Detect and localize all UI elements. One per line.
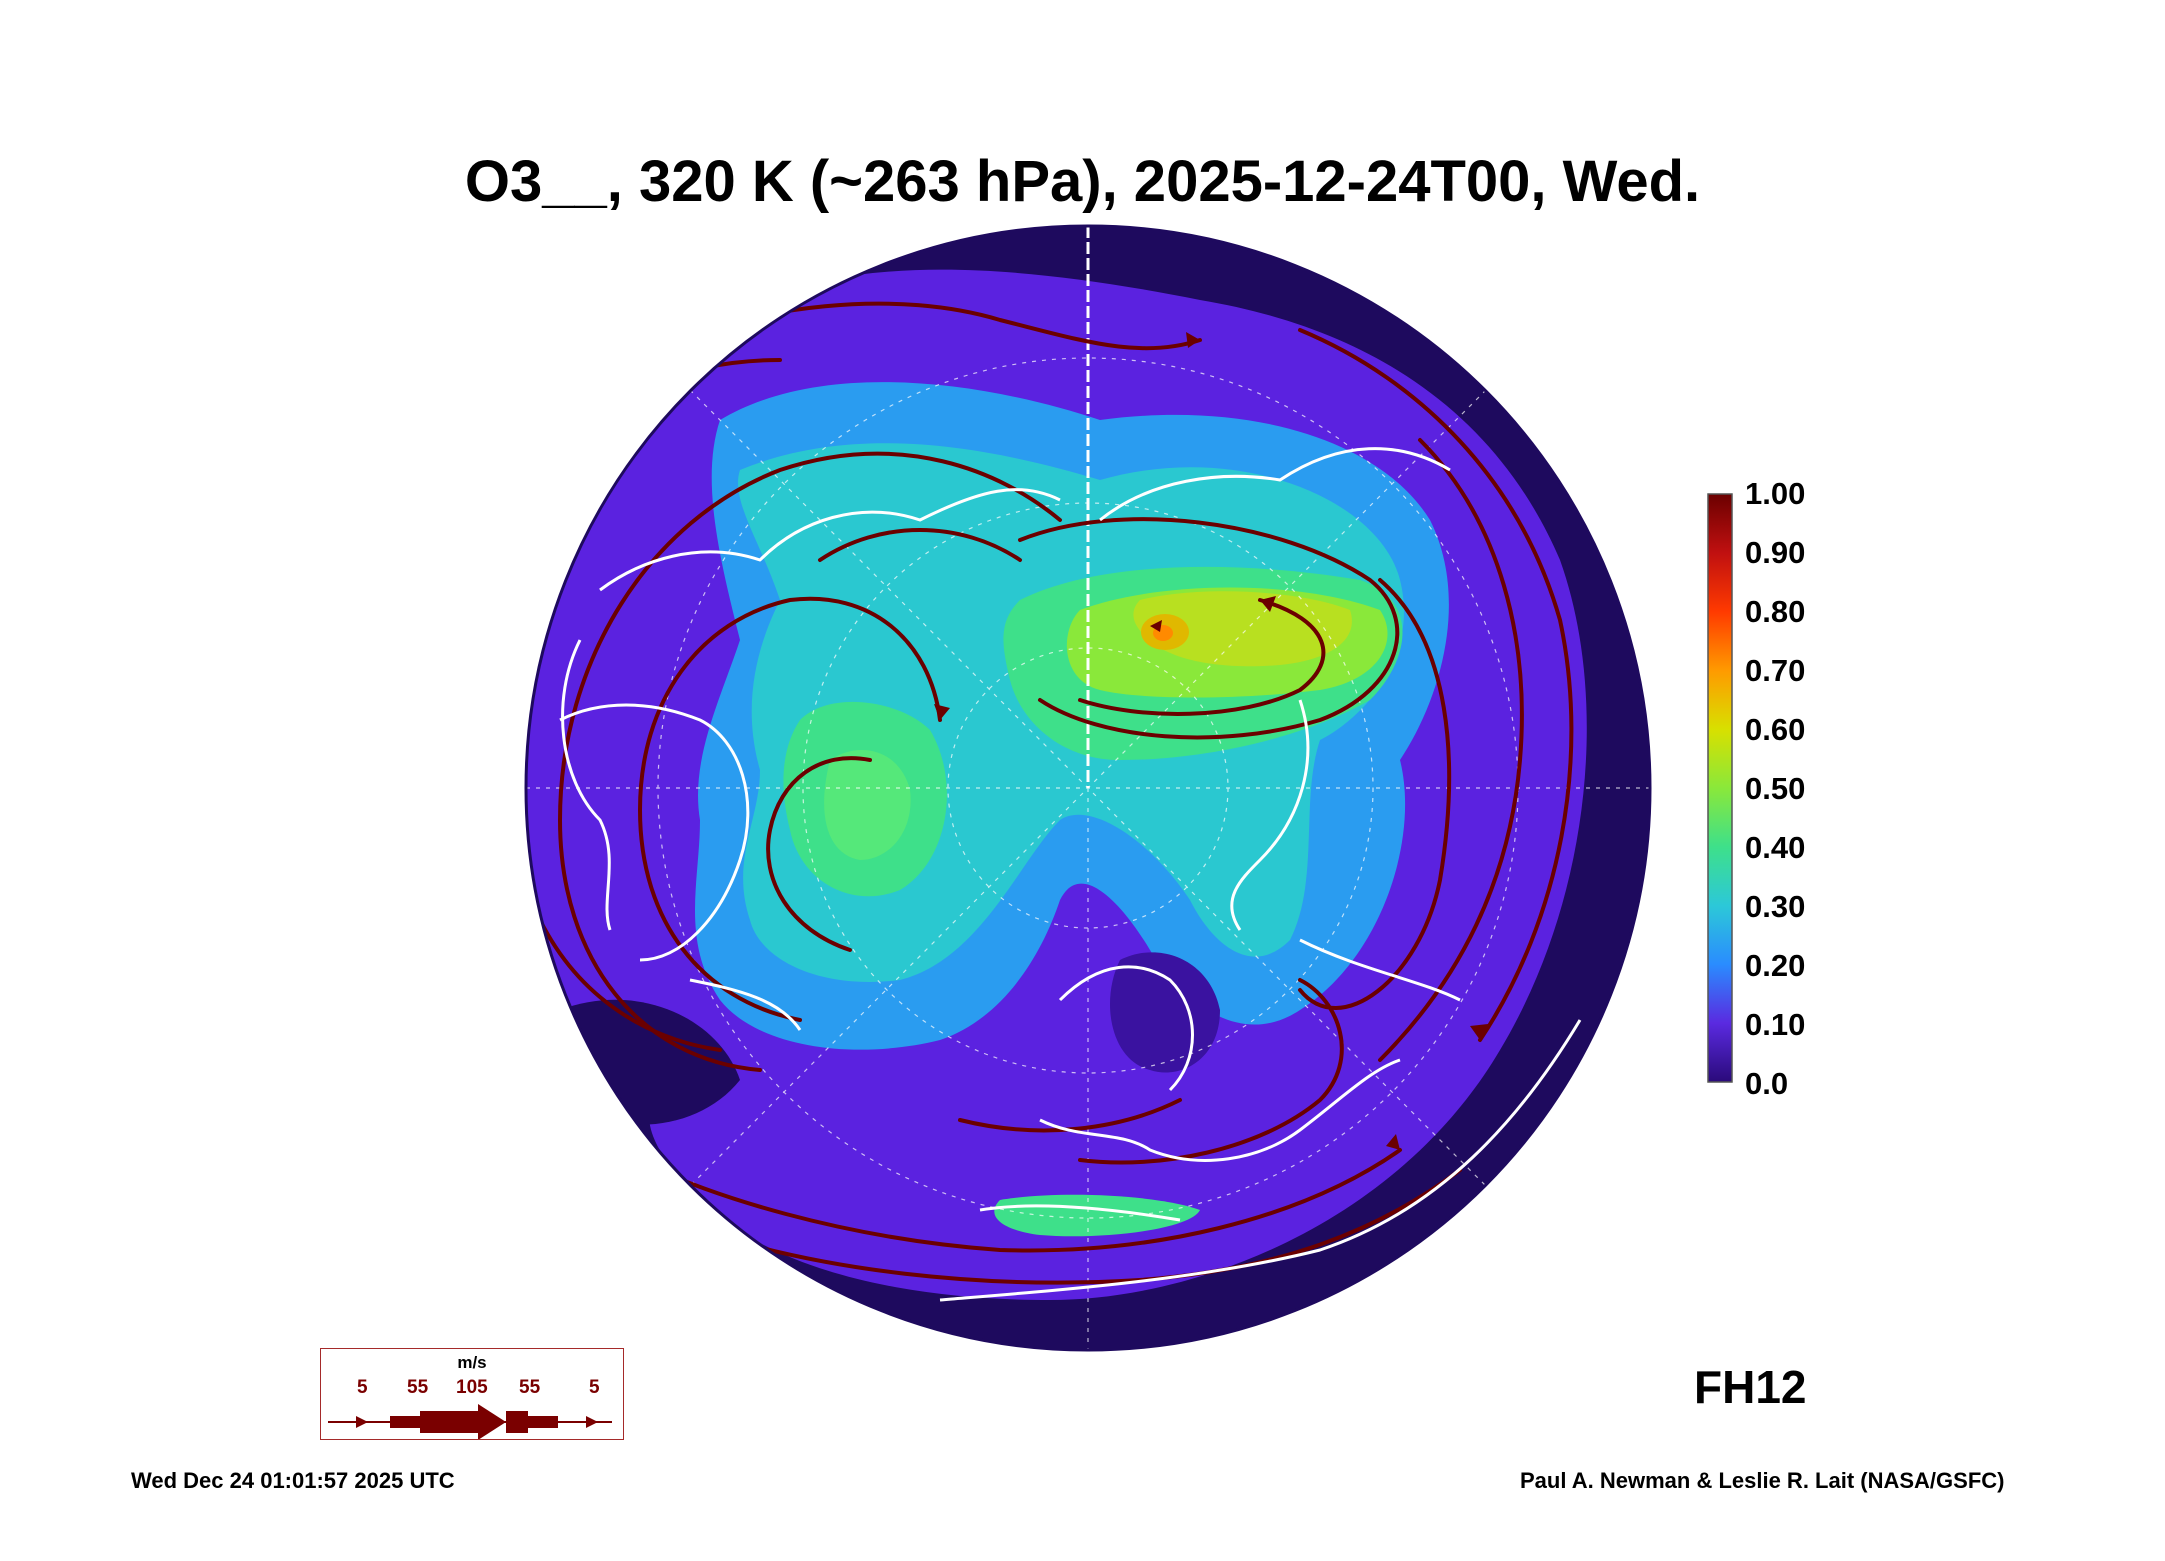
colorbar-label: 0.40 bbox=[1745, 830, 1806, 865]
streamline-arrows bbox=[934, 332, 1488, 1150]
map-border bbox=[524, 224, 1652, 1352]
colorbar-label: 0.0 bbox=[1745, 1066, 1789, 1101]
colorbar-label: 0.90 bbox=[1745, 535, 1806, 570]
colorbar-label: 0.60 bbox=[1745, 712, 1806, 747]
colorbar-label: 0.70 bbox=[1745, 653, 1806, 688]
colorbar-label: 1.00 bbox=[1745, 476, 1806, 511]
footer-credit: Paul A. Newman & Leslie R. Lait (NASA/GS… bbox=[1520, 1468, 2005, 1493]
forecast-hour-label: FH12 bbox=[1694, 1361, 1807, 1413]
map-title: O3__, 320 K (~263 hPa), 2025-12-24T00, W… bbox=[464, 149, 1701, 214]
coastlines bbox=[559, 447, 1582, 1302]
wind-legend-value: 55 bbox=[407, 1377, 429, 1398]
wind-legend-unit: m/s bbox=[457, 1353, 487, 1372]
colorbar-label: 0.20 bbox=[1745, 948, 1806, 983]
colorbar-label: 0.80 bbox=[1745, 594, 1806, 629]
colorbar-label: 0.10 bbox=[1745, 1007, 1806, 1042]
wind-legend-value: 5 bbox=[357, 1377, 368, 1398]
wind-speed-legend: m/s 5 55 105 55 5 bbox=[320, 1348, 624, 1440]
wind-speed-legend-arrow bbox=[328, 1404, 612, 1440]
colorbar bbox=[1707, 493, 1733, 1083]
wind-legend-value: 5 bbox=[589, 1377, 600, 1398]
colorbar-label: 0.30 bbox=[1745, 889, 1806, 924]
wind-legend-value: 55 bbox=[519, 1377, 541, 1398]
colorbar-label: 0.50 bbox=[1745, 771, 1806, 806]
footer-timestamp: Wed Dec 24 01:01:57 2025 UTC bbox=[131, 1468, 455, 1493]
wind-streamlines bbox=[526, 301, 1574, 1285]
wind-legend-value: 105 bbox=[456, 1377, 488, 1398]
